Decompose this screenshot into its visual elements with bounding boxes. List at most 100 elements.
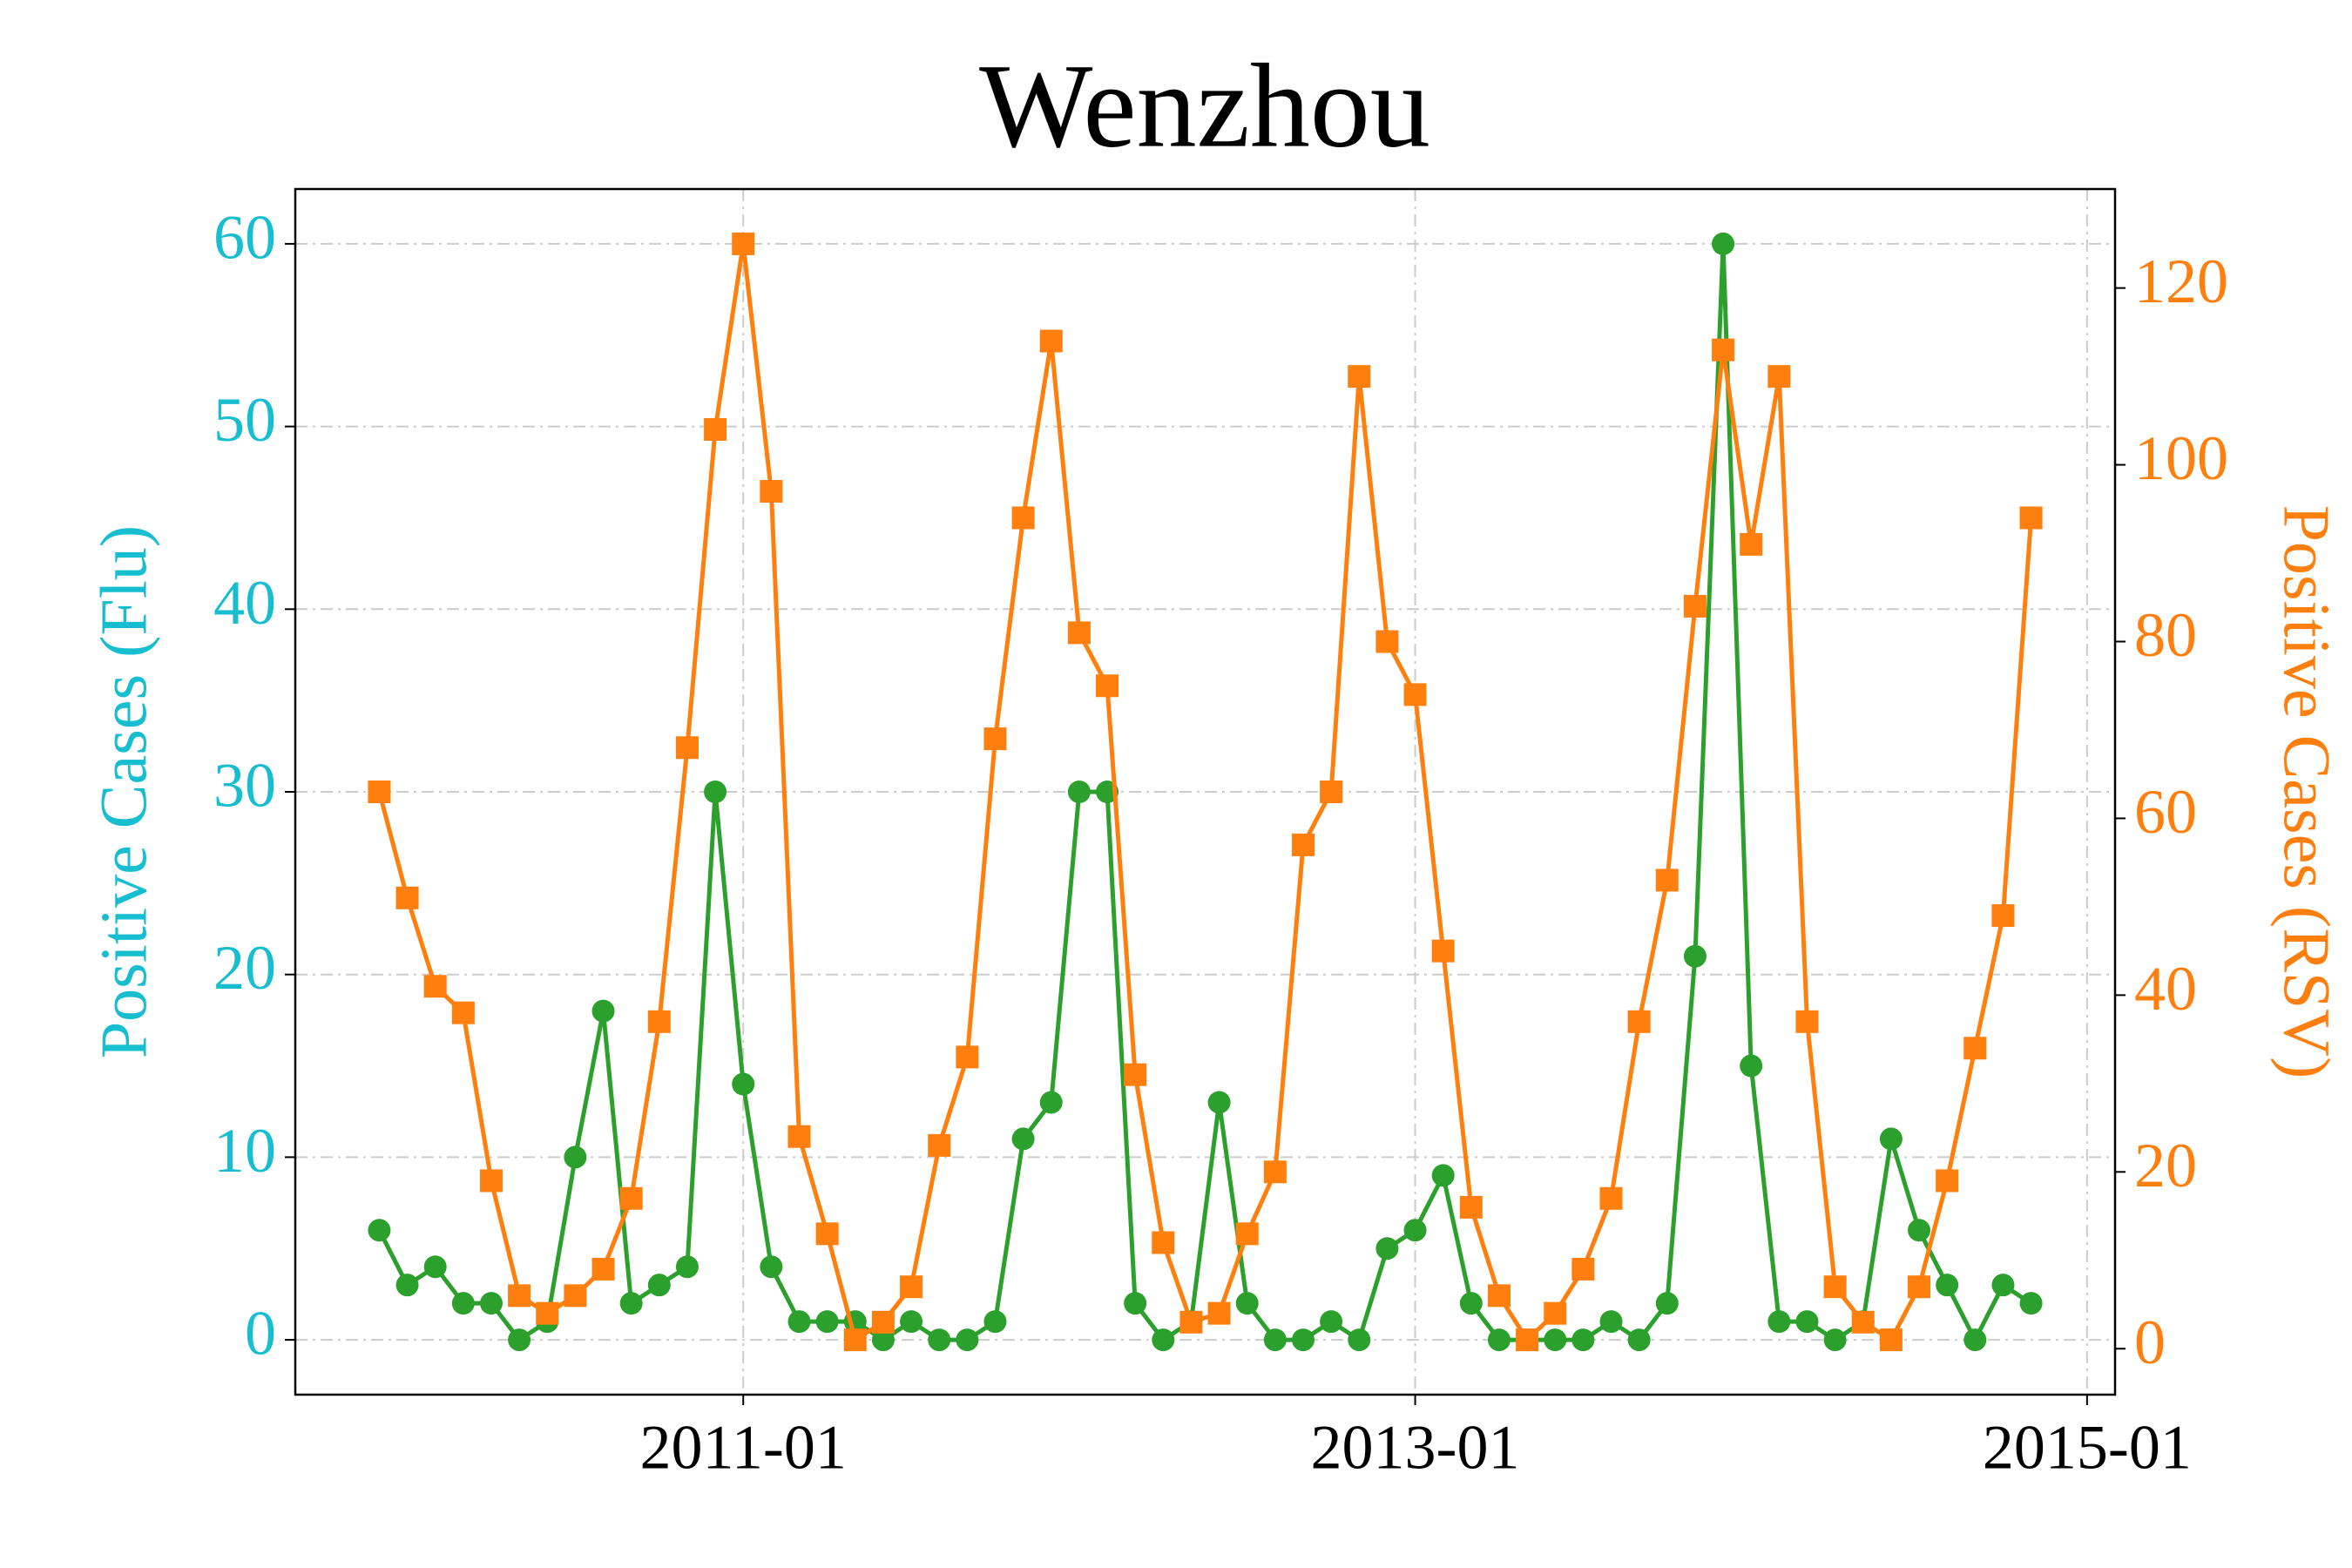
marker (1348, 365, 1371, 389)
marker (815, 1222, 839, 1246)
y2-tick-label: 60 (2134, 777, 2197, 847)
marker (1767, 365, 1791, 389)
marker (479, 1292, 503, 1315)
marker (1039, 1091, 1063, 1114)
marker (451, 1292, 475, 1315)
marker (647, 1274, 671, 1297)
marker (1823, 1275, 1847, 1299)
marker (508, 1284, 531, 1308)
marker (2019, 1292, 2043, 1315)
marker (928, 1328, 951, 1352)
marker (1544, 1328, 1567, 1352)
y-axis-label: Positive Cases (Flu) (87, 525, 160, 1058)
marker (1011, 506, 1035, 530)
marker (1207, 1301, 1231, 1325)
marker (451, 1001, 475, 1024)
marker (1320, 1310, 1343, 1334)
marker (1459, 1292, 1483, 1315)
marker (1683, 594, 1707, 618)
marker (732, 1072, 755, 1096)
marker (704, 781, 727, 803)
marker (1516, 1328, 1539, 1352)
marker (787, 1310, 811, 1334)
marker (1936, 1274, 1959, 1297)
marker (732, 232, 755, 255)
marker (591, 999, 615, 1023)
marker (479, 1169, 503, 1193)
y2-tick-label: 0 (2134, 1308, 2166, 1377)
marker (1235, 1222, 1259, 1246)
marker (1459, 1195, 1483, 1219)
marker (1571, 1257, 1595, 1281)
marker (1152, 1328, 1175, 1352)
marker (900, 1310, 923, 1334)
marker (1740, 532, 1763, 556)
marker (1375, 1237, 1399, 1260)
marker (1487, 1328, 1511, 1352)
marker (1291, 1328, 1315, 1352)
marker (956, 1045, 979, 1069)
marker (1039, 329, 1063, 353)
marker (1599, 1310, 1623, 1334)
y2-tick-label: 100 (2134, 423, 2228, 493)
marker (1627, 1010, 1651, 1033)
marker (1291, 833, 1315, 856)
x-tick-label: 2015-01 (1983, 1413, 2192, 1483)
marker (760, 480, 783, 504)
y-tick-label: 0 (245, 1299, 276, 1369)
marker (1375, 630, 1399, 653)
marker (1767, 1310, 1791, 1334)
marker (1124, 1292, 1147, 1315)
marker (423, 1255, 447, 1279)
x-tick-label: 2013-01 (1311, 1413, 1520, 1483)
chart-title: Wenzhou (979, 39, 1430, 172)
marker (1683, 944, 1707, 968)
marker (368, 1219, 391, 1242)
marker (815, 1310, 839, 1334)
marker (1487, 1284, 1511, 1308)
marker (675, 736, 699, 760)
marker (1740, 1054, 1763, 1078)
marker (536, 1301, 559, 1325)
marker (1544, 1301, 1567, 1325)
y2-tick-label: 40 (2134, 954, 2197, 1024)
marker (787, 1125, 811, 1148)
marker (900, 1275, 923, 1299)
marker (619, 1292, 643, 1315)
marker (1207, 1091, 1231, 1114)
marker (1795, 1010, 1819, 1033)
marker (1124, 1063, 1147, 1086)
y-tick-label: 20 (213, 933, 276, 1003)
marker (591, 1257, 615, 1281)
marker (1403, 683, 1427, 706)
marker (1011, 1127, 1035, 1151)
marker (704, 417, 727, 441)
marker (619, 1186, 643, 1210)
y2-axis-label: Positive Cases (RSV) (2270, 505, 2343, 1079)
y2-tick-label: 20 (2134, 1131, 2197, 1200)
marker (1991, 904, 2015, 928)
marker (1712, 232, 1735, 255)
y-tick-label: 50 (213, 385, 276, 455)
marker (1936, 1169, 1959, 1193)
marker (423, 975, 447, 998)
marker (675, 1255, 699, 1279)
marker (1991, 1274, 2015, 1297)
marker (1908, 1219, 1931, 1242)
marker (1879, 1328, 1903, 1352)
marker (1655, 1292, 1679, 1315)
marker (1571, 1328, 1595, 1352)
x-tick-label: 2011-01 (640, 1413, 847, 1483)
marker (871, 1310, 895, 1334)
marker (1263, 1328, 1287, 1352)
marker (1908, 1275, 1931, 1299)
marker (843, 1328, 867, 1352)
series-line (376, 241, 2034, 1342)
marker (1963, 1328, 1987, 1352)
marker (564, 1284, 587, 1308)
y-tick-label: 60 (213, 202, 276, 272)
marker (647, 1010, 671, 1033)
marker (1403, 1219, 1427, 1242)
marker (1851, 1310, 1875, 1334)
